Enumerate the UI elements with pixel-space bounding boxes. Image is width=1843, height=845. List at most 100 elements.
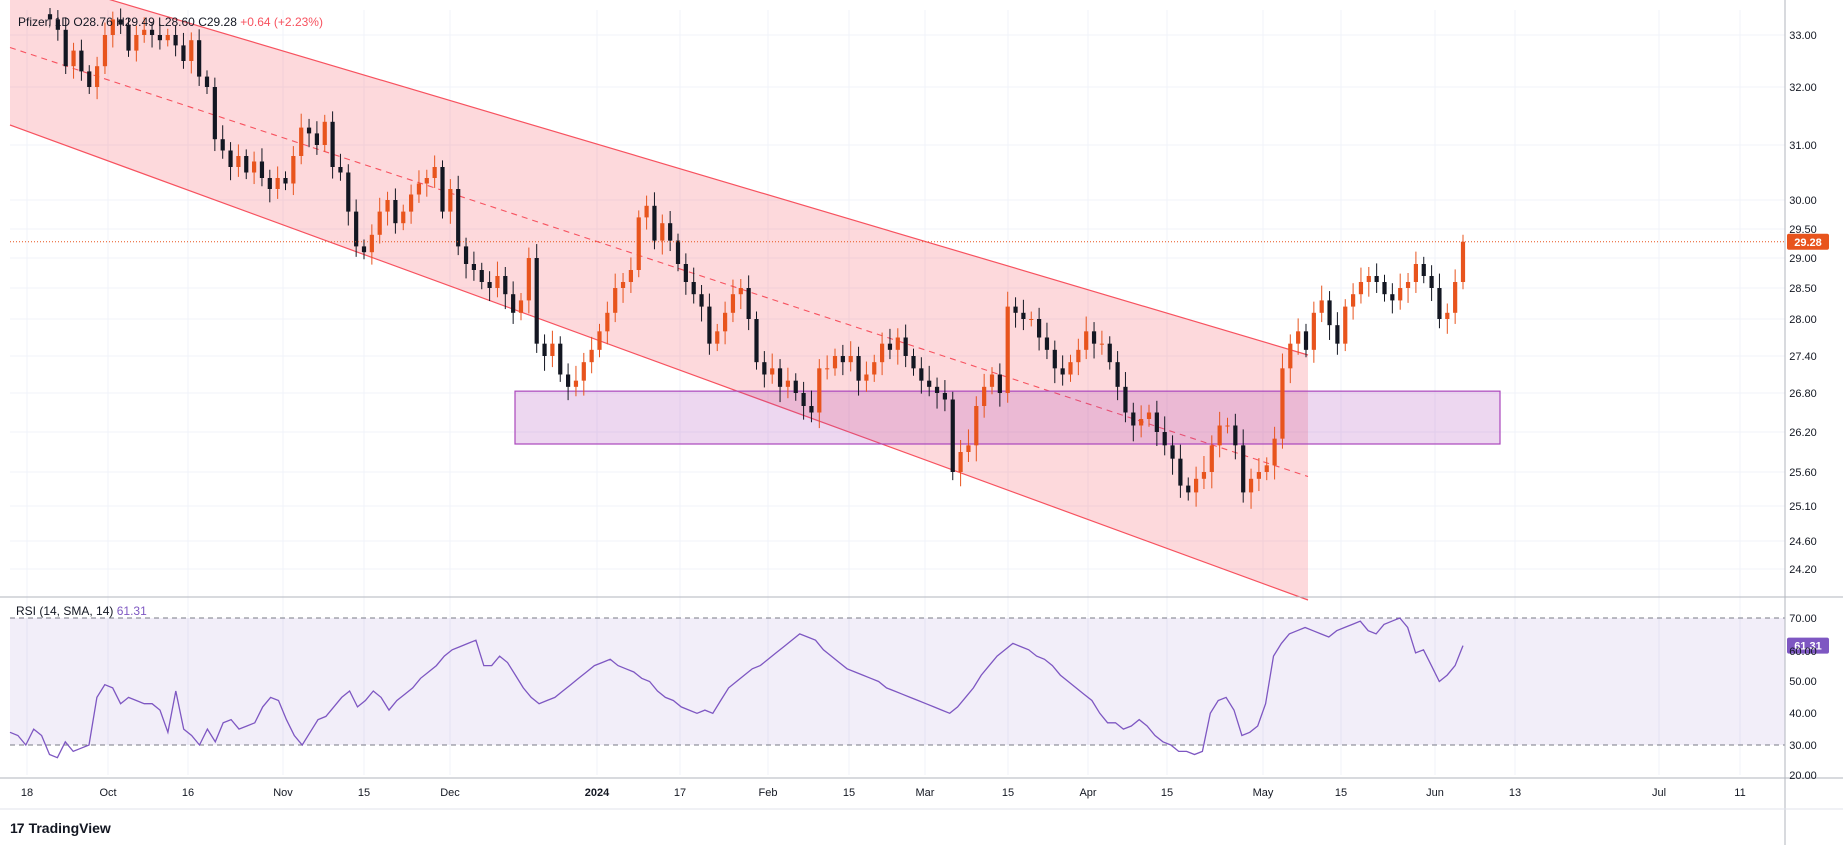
time-tick-label: 15 bbox=[358, 787, 370, 799]
candle-body bbox=[55, 19, 60, 30]
tradingview-brand[interactable]: 17 TradingView bbox=[10, 820, 111, 836]
candle-body bbox=[212, 87, 217, 140]
ohlc-open: O28.76 bbox=[73, 15, 113, 29]
candle-body bbox=[691, 282, 696, 295]
candle-body bbox=[204, 76, 210, 87]
candle-body bbox=[110, 19, 115, 35]
candle-body bbox=[189, 40, 194, 61]
price-tick-label: 25.60 bbox=[1789, 467, 1817, 479]
candle-body bbox=[1311, 312, 1316, 350]
price-change: +0.64 (+2.23%) bbox=[240, 15, 323, 29]
candle-body bbox=[1398, 288, 1403, 301]
candle-body bbox=[558, 343, 563, 375]
time-tick-label: 15 bbox=[1335, 787, 1347, 799]
candle-body bbox=[1382, 282, 1387, 295]
candle-body bbox=[1131, 412, 1136, 426]
chart-header: Pfizer, 1D O28.76 H29.49 L28.60 C29.28 +… bbox=[18, 15, 323, 29]
grid bbox=[10, 10, 1785, 775]
candle-body bbox=[1178, 458, 1183, 486]
symbol-label[interactable]: Pfizer, 1D bbox=[18, 15, 71, 29]
candle-body bbox=[628, 270, 633, 282]
candle-body bbox=[589, 349, 594, 363]
candle-body bbox=[275, 178, 280, 189]
price-tick-label: 26.80 bbox=[1789, 388, 1817, 400]
candle-body bbox=[518, 300, 524, 313]
time-tick-label: Oct bbox=[99, 787, 116, 799]
time-tick-label: 11 bbox=[1734, 787, 1745, 799]
candle-body bbox=[157, 35, 162, 41]
candle-body bbox=[63, 29, 68, 67]
time-tick-label: 15 bbox=[843, 787, 855, 799]
candle-body bbox=[173, 35, 178, 46]
candle-body bbox=[1453, 282, 1458, 313]
candle-body bbox=[314, 133, 319, 145]
candle-body bbox=[880, 343, 885, 363]
rsi-tick-label: 30.00 bbox=[1789, 740, 1817, 752]
time-tick-label: 18 bbox=[21, 787, 33, 799]
candle-body bbox=[754, 319, 759, 363]
candle-body bbox=[118, 19, 123, 25]
candle-body bbox=[165, 35, 170, 41]
candle-body bbox=[1429, 276, 1434, 288]
channel-upper-line bbox=[109, 0, 1309, 356]
rsi-pane: 61.31 bbox=[9, 617, 1829, 759]
candle-body bbox=[1154, 412, 1159, 432]
candle-body bbox=[416, 183, 422, 195]
candle-body bbox=[1037, 319, 1042, 338]
ohlc-high: H29.49 bbox=[116, 15, 155, 29]
candle-body bbox=[636, 217, 641, 270]
candle-body bbox=[1390, 294, 1395, 301]
candle-body bbox=[299, 127, 304, 156]
descending-channel[interactable] bbox=[9, 0, 1309, 601]
price-tick-label: 25.10 bbox=[1789, 501, 1817, 513]
candle-body bbox=[534, 258, 539, 344]
price-tick-label: 29.50 bbox=[1789, 224, 1817, 236]
candle-body bbox=[456, 189, 461, 247]
last-price-line: 29.28 bbox=[10, 233, 1829, 250]
candle-body bbox=[652, 205, 657, 241]
support-zone[interactable] bbox=[514, 390, 1501, 445]
time-tick-label: 17 bbox=[674, 787, 686, 799]
candle-body bbox=[675, 240, 681, 264]
candle-body bbox=[1248, 478, 1254, 493]
candle-body bbox=[1233, 425, 1238, 446]
candle-body bbox=[1327, 300, 1332, 326]
candle-body bbox=[1076, 349, 1081, 363]
candle-body bbox=[1280, 368, 1285, 439]
candle-body bbox=[683, 264, 688, 282]
candle-body bbox=[1366, 276, 1371, 282]
candle-body bbox=[47, 14, 53, 20]
candle-body bbox=[432, 167, 437, 178]
candle-body bbox=[495, 276, 500, 288]
candle-body bbox=[236, 156, 241, 167]
candle-body bbox=[550, 343, 555, 356]
candle-body bbox=[1241, 445, 1246, 493]
candle-body bbox=[770, 368, 775, 375]
candle-body bbox=[1256, 472, 1261, 479]
candle-body bbox=[1445, 312, 1450, 319]
candle-body bbox=[377, 211, 382, 235]
candle-body bbox=[197, 40, 202, 77]
rsi-tick-label: 40.00 bbox=[1789, 708, 1817, 720]
candle-body bbox=[181, 45, 186, 61]
candle-body bbox=[840, 356, 845, 363]
candle-body bbox=[942, 393, 947, 400]
candle-body bbox=[738, 288, 743, 295]
candle-body bbox=[730, 294, 736, 313]
candle-body bbox=[149, 29, 155, 35]
candle-body bbox=[1351, 294, 1356, 307]
candle-body bbox=[1201, 472, 1207, 479]
candle-body bbox=[252, 161, 257, 173]
candle-body bbox=[793, 380, 798, 393]
candle-body bbox=[777, 368, 783, 387]
candle-body bbox=[1358, 282, 1364, 295]
candle-body bbox=[1460, 241, 1466, 282]
rsi-label[interactable]: RSI (14, SMA, 14) bbox=[16, 604, 114, 618]
candle-body bbox=[244, 156, 249, 173]
rsi-value-badge bbox=[1787, 637, 1829, 654]
price-tick-label: 29.00 bbox=[1789, 253, 1817, 265]
last-price-label: 29.28 bbox=[1794, 237, 1822, 249]
time-tick-label: Mar bbox=[916, 787, 935, 799]
candle-body bbox=[1217, 425, 1222, 446]
